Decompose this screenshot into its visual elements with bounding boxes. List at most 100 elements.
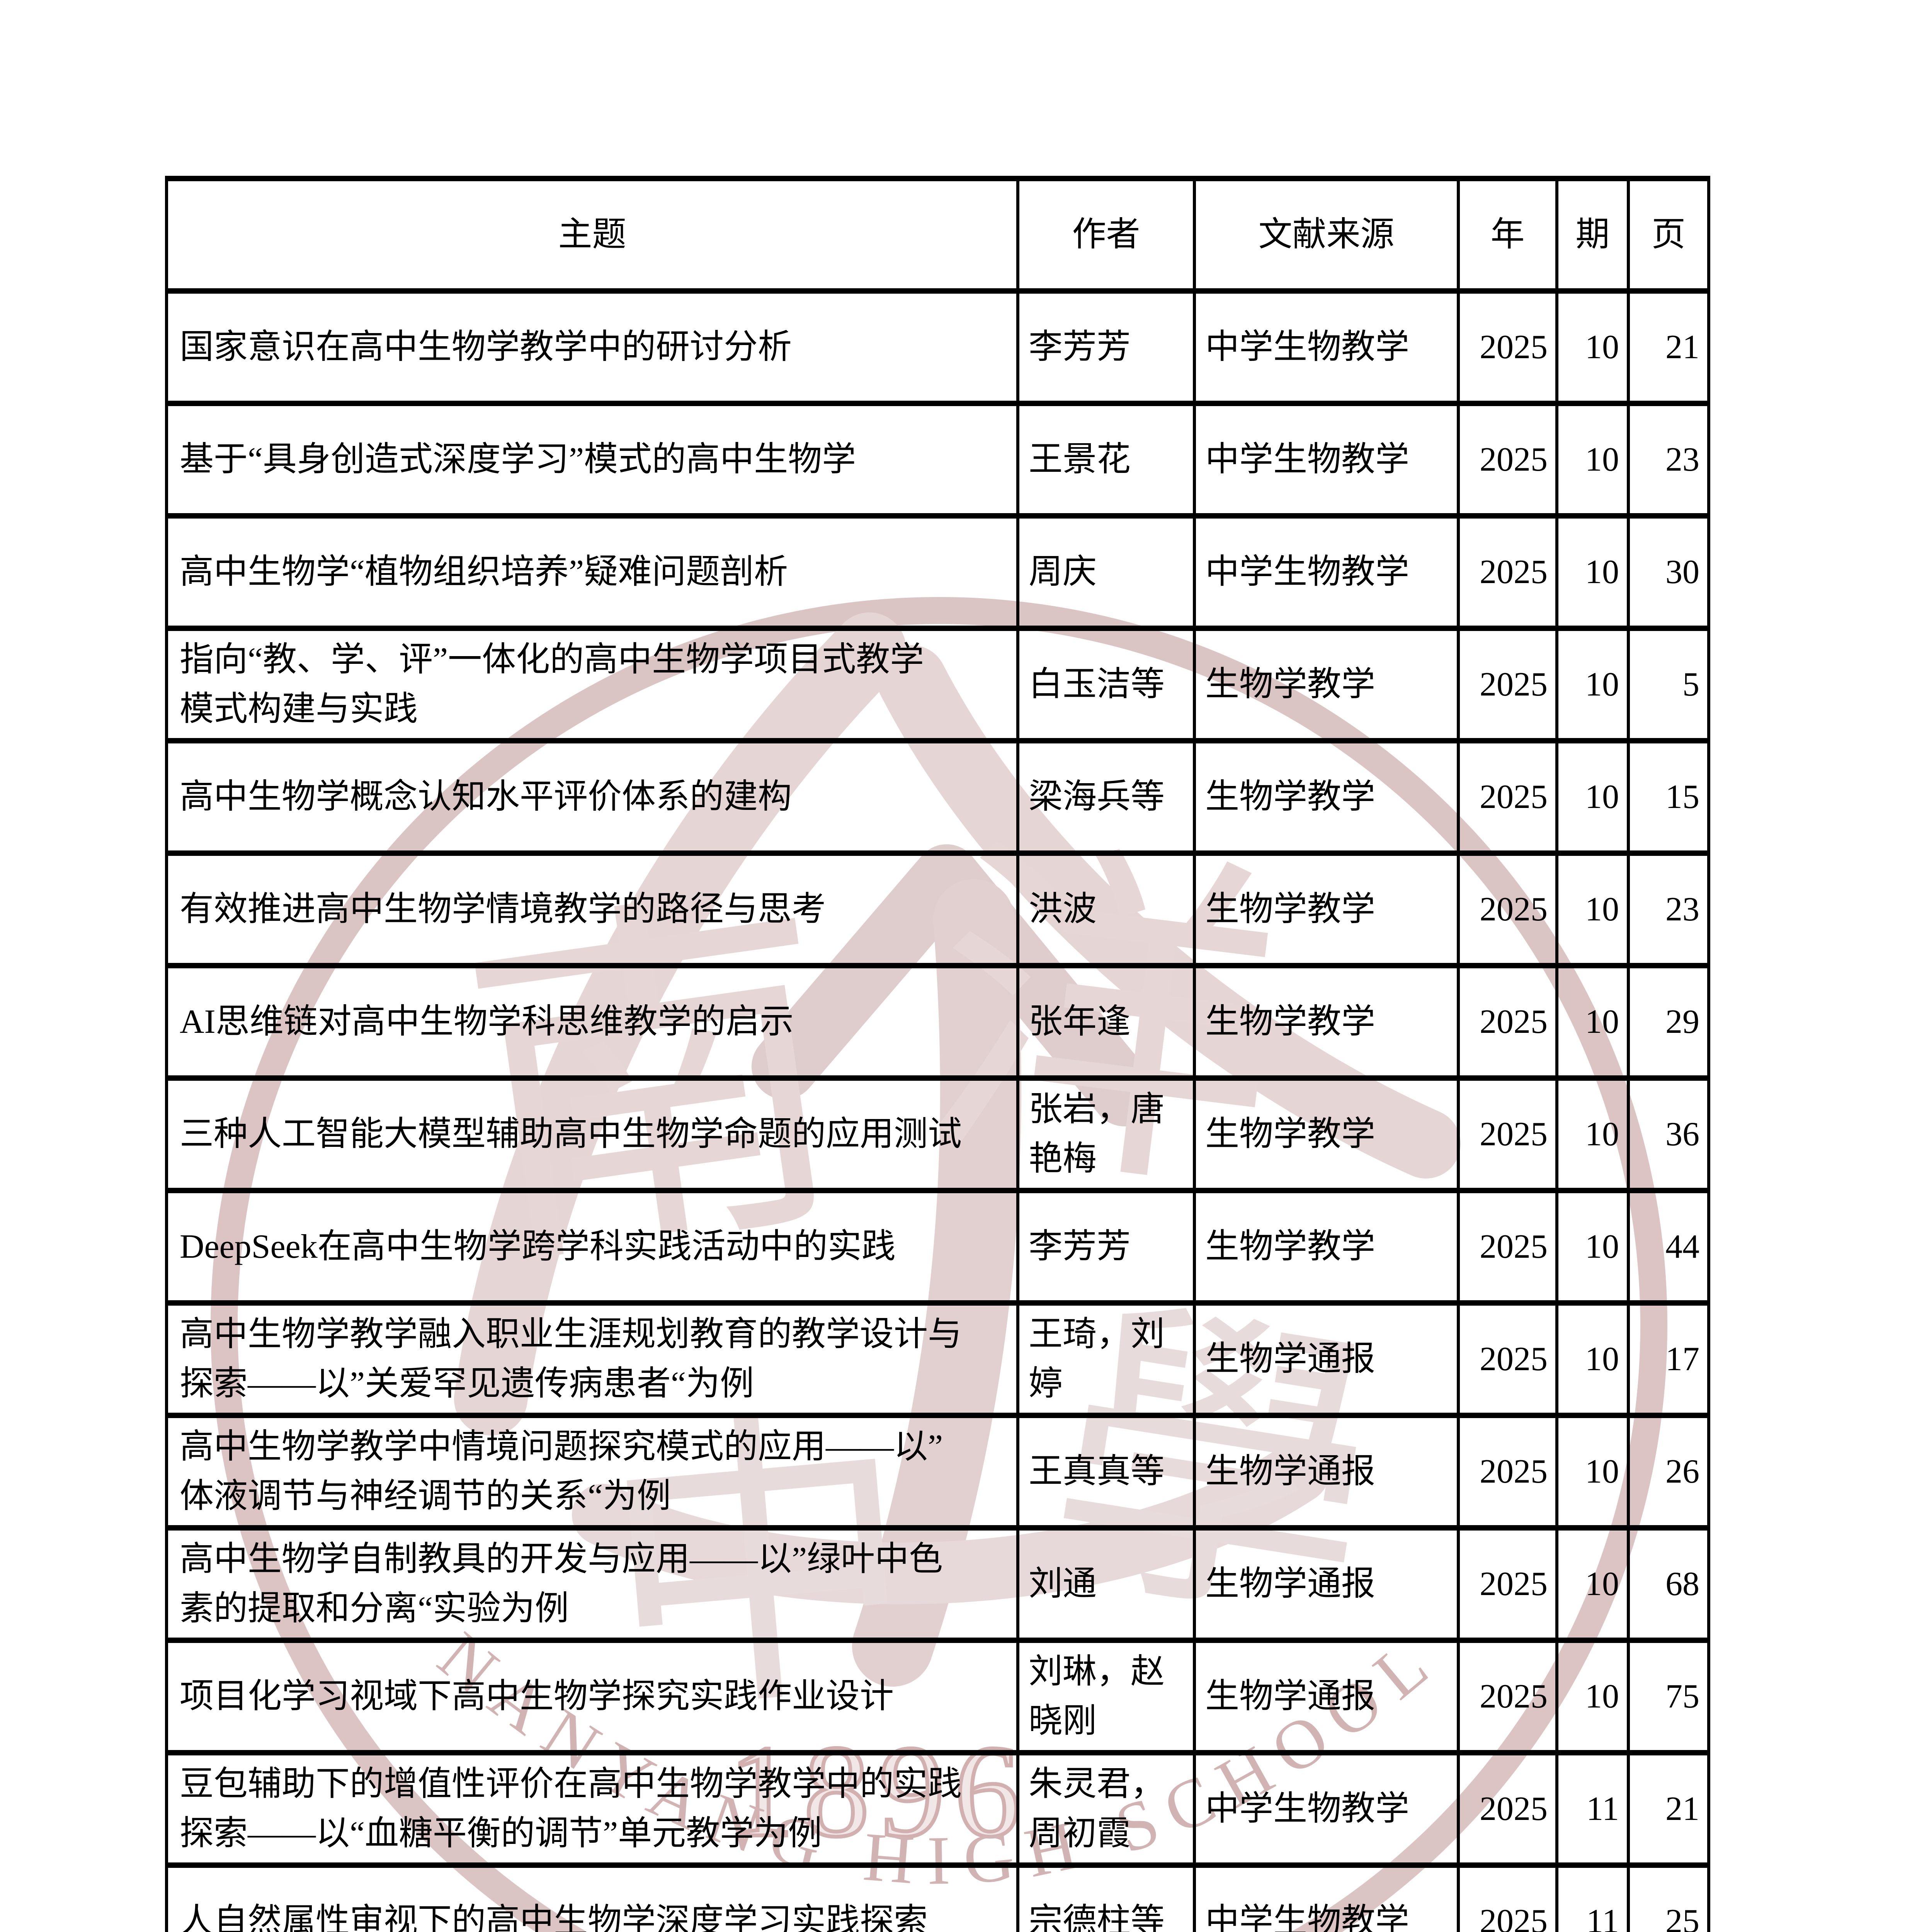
cell-source: 生物学教学 [1193, 1075, 1460, 1193]
column-header-author: 作者 [1016, 176, 1196, 294]
cell-topic: 高中生物学教学中情境问题探究模式的应用——以” 体液调节与神经调节的关系“为例 [165, 1413, 1019, 1531]
table-row: 高中生物学教学中情境问题探究模式的应用——以” 体液调节与神经调节的关系“为例王… [165, 1413, 1710, 1531]
cell-source: 中学生物教学 [1193, 1862, 1460, 1932]
cell-year: 2025 [1457, 850, 1558, 968]
cell-issue: 10 [1555, 1638, 1630, 1755]
cell-page: 26 [1627, 1413, 1710, 1531]
cell-year: 2025 [1457, 1188, 1558, 1306]
cell-source: 中学生物教学 [1193, 1750, 1460, 1868]
column-header-source: 文献来源 [1193, 176, 1460, 294]
cell-issue: 10 [1555, 1525, 1630, 1643]
cell-page: 15 [1627, 738, 1710, 856]
cell-topic: 国家意识在高中生物学教学中的研讨分析 [165, 288, 1019, 406]
cell-page: 29 [1627, 963, 1710, 1081]
cell-issue: 10 [1555, 513, 1630, 631]
bibliography-table: 主题 作者 文献来源年期页 国家意识在高中生物学教学中的研讨分析 李芳芳 中学生物教学 2… [165, 176, 1710, 1932]
cell-year: 2025 [1457, 401, 1558, 519]
cell-issue: 10 [1555, 1300, 1630, 1418]
cell-year: 2025 [1457, 1638, 1558, 1755]
cell-year: 2025 [1457, 1525, 1558, 1643]
cell-year: 2025 [1457, 513, 1558, 631]
cell-author: 李芳芳 [1016, 288, 1196, 406]
cell-author: 李芳芳 [1016, 1188, 1196, 1306]
table-row: 人自然属性审视下的高中生物学深度学习实践探索 宗德柱等 中学生物教学 2025 11 25 [165, 1862, 1710, 1932]
cell-topic: 高中生物学概念认知水平评价体系的建构 [165, 738, 1019, 856]
cell-year: 2025 [1457, 1413, 1558, 1531]
cell-source: 生物学教学 [1193, 738, 1460, 856]
cell-page: 25 [1627, 1862, 1710, 1932]
cell-page: 44 [1627, 1188, 1710, 1306]
table-row: 国家意识在高中生物学教学中的研讨分析 李芳芳 中学生物教学 2025 10 21 [165, 288, 1710, 406]
cell-topic: 人自然属性审视下的高中生物学深度学习实践探索 [165, 1862, 1019, 1932]
cell-author: 朱灵君， 周初霞 [1016, 1750, 1196, 1868]
cell-topic: 豆包辅助下的增值性评价在高中生物学教学中的实践 探索——以“血糖平衡的调节”单元… [165, 1750, 1019, 1868]
column-header-year: 年 [1457, 176, 1558, 294]
table-row: 项目化学习视域下高中生物学探究实践作业设计 刘琳，赵 晓刚 生物学通报 2025 10 7… [165, 1638, 1710, 1755]
cell-author: 张年逢 [1016, 963, 1196, 1081]
cell-year: 2025 [1457, 738, 1558, 856]
cell-source: 中学生物教学 [1193, 401, 1460, 519]
cell-author: 刘通 [1016, 1525, 1196, 1643]
cell-topic: 三种人工智能大模型辅助高中生物学命题的应用测试 [165, 1075, 1019, 1193]
table-row: 高中生物学“植物组织培养”疑难问题剖析 周庆 中学生物教学 2025 10 30 [165, 513, 1710, 631]
cell-author: 周庆 [1016, 513, 1196, 631]
cell-year: 2025 [1457, 1300, 1558, 1418]
cell-issue: 10 [1555, 850, 1630, 968]
cell-topic: 项目化学习视域下高中生物学探究实践作业设计 [165, 1638, 1019, 1755]
table-header-row: 主题 作者 文献来源年期页 [165, 176, 1710, 294]
cell-author: 梁海兵等 [1016, 738, 1196, 856]
cell-issue: 10 [1555, 1075, 1630, 1193]
cell-author: 王琦，刘 婷 [1016, 1300, 1196, 1418]
cell-issue: 11 [1555, 1750, 1630, 1868]
cell-source: 生物学通报 [1193, 1638, 1460, 1755]
cell-author: 王景花 [1016, 401, 1196, 519]
cell-source: 生物学通报 [1193, 1525, 1460, 1643]
table-row: DeepSeek在高中生物学跨学科实践活动中的实践 李芳芳 生物学教学 2025 10 4… [165, 1188, 1710, 1306]
table-row: 高中生物学教学融入职业生涯规划教育的教学设计与 探索——以”关爱罕见遗传病患者“… [165, 1300, 1710, 1418]
cell-topic: 高中生物学“植物组织培养”疑难问题剖析 [165, 513, 1019, 631]
cell-page: 30 [1627, 513, 1710, 631]
cell-issue: 10 [1555, 626, 1630, 743]
cell-author: 王真真等 [1016, 1413, 1196, 1531]
column-header-page: 页 [1627, 176, 1710, 294]
cell-page: 36 [1627, 1075, 1710, 1193]
cell-year: 2025 [1457, 1862, 1558, 1932]
cell-year: 2025 [1457, 1075, 1558, 1193]
cell-page: 68 [1627, 1525, 1710, 1643]
cell-page: 17 [1627, 1300, 1710, 1418]
cell-author: 宗德柱等 [1016, 1862, 1196, 1932]
cell-topic: 基于“具身创造式深度学习”模式的高中生物学 [165, 401, 1019, 519]
cell-source: 生物学通报 [1193, 1413, 1460, 1531]
table-row: 三种人工智能大模型辅助高中生物学命题的应用测试 张岩，唐 艳梅 生物学教学 2025 1… [165, 1075, 1710, 1193]
table-row: AI思维链对高中生物学科思维教学的启示 张年逢 生物学教学 2025 10 29 [165, 963, 1710, 1081]
cell-year: 2025 [1457, 288, 1558, 406]
cell-issue: 10 [1555, 963, 1630, 1081]
table-row: 豆包辅助下的增值性评价在高中生物学教学中的实践 探索——以“血糖平衡的调节”单元… [165, 1750, 1710, 1868]
cell-page: 23 [1627, 401, 1710, 519]
cell-year: 2025 [1457, 626, 1558, 743]
cell-author: 刘琳，赵 晓刚 [1016, 1638, 1196, 1755]
cell-page: 75 [1627, 1638, 1710, 1755]
cell-source: 生物学教学 [1193, 963, 1460, 1081]
cell-topic: DeepSeek在高中生物学跨学科实践活动中的实践 [165, 1188, 1019, 1306]
cell-source: 中学生物教学 [1193, 513, 1460, 631]
cell-year: 2025 [1457, 963, 1558, 1081]
cell-topic: AI思维链对高中生物学科思维教学的启示 [165, 963, 1019, 1081]
cell-page: 5 [1627, 626, 1710, 743]
cell-topic: 有效推进高中生物学情境教学的路径与思考 [165, 850, 1019, 968]
cell-topic: 高中生物学教学融入职业生涯规划教育的教学设计与 探索——以”关爱罕见遗传病患者“… [165, 1300, 1019, 1418]
table-row: 高中生物学自制教具的开发与应用——以”绿叶中色 素的提取和分离“实验为例 刘通 生物… [165, 1525, 1710, 1643]
table-row: 指向“教、学、评”一体化的高中生物学项目式教学 模式构建与实践 白玉洁等 生物学教学… [165, 626, 1710, 743]
cell-issue: 10 [1555, 401, 1630, 519]
cell-year: 2025 [1457, 1750, 1558, 1868]
table-row: 高中生物学概念认知水平评价体系的建构 梁海兵等 生物学教学 2025 10 15 [165, 738, 1710, 856]
cell-issue: 10 [1555, 288, 1630, 406]
cell-topic: 高中生物学自制教具的开发与应用——以”绿叶中色 素的提取和分离“实验为例 [165, 1525, 1019, 1643]
cell-source: 生物学教学 [1193, 626, 1460, 743]
cell-source: 中学生物教学 [1193, 288, 1460, 406]
cell-author: 白玉洁等 [1016, 626, 1196, 743]
cell-page: 21 [1627, 1750, 1710, 1868]
cell-source: 生物学通报 [1193, 1300, 1460, 1418]
cell-page: 23 [1627, 850, 1710, 968]
